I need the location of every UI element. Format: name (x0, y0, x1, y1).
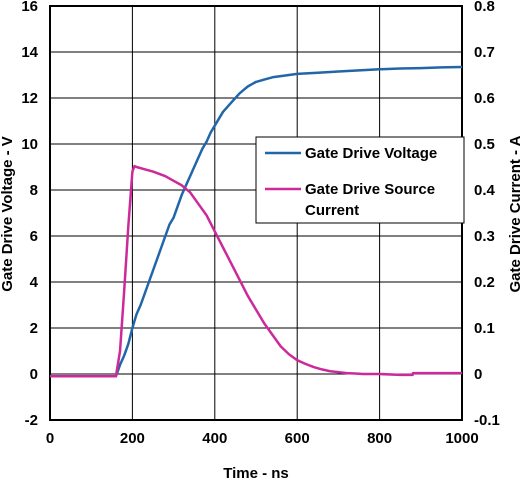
y-right-tick-label: 0 (474, 366, 482, 383)
y-left-tick-label: 12 (21, 90, 38, 107)
y-right-tick-label: 0.8 (474, 0, 495, 15)
legend-label-gate-drive-source-current: Gate Drive Source Current (305, 181, 439, 219)
y-right-tick-label: 0.7 (474, 44, 495, 61)
legend-box (255, 136, 465, 224)
x-tick-label: 600 (285, 430, 310, 447)
x-tick-label: 0 (46, 430, 54, 447)
y-right-tick-label: 0.1 (474, 320, 495, 337)
y-left-tick-labels: -2 0 2 4 6 8 10 12 14 16 (21, 0, 38, 429)
x-tick-label: 1000 (445, 430, 478, 447)
series-layer (50, 65, 463, 378)
y-right-tick-label: -0.1 (474, 412, 500, 429)
y-right-tick-labels: -0.1 0 0.1 0.2 0.3 0.4 0.5 0.6 0.7 0.8 (474, 0, 500, 429)
y-left-tick-label: 0 (30, 366, 38, 383)
y-right-tick-label: 0.2 (474, 274, 495, 291)
x-tick-label: 400 (202, 430, 227, 447)
legend-label-line: Gate Drive Source (305, 181, 435, 198)
y-left-tick-label: 4 (30, 274, 39, 291)
y-right-axis-title: Gate Drive Current - A (507, 135, 524, 292)
y-right-tick-label: 0.6 (474, 90, 495, 107)
x-tick-label: 200 (120, 430, 145, 447)
x-tick-labels: 0 200 400 600 800 1000 (46, 430, 479, 447)
legend-label-gate-drive-voltage: Gate Drive Voltage (305, 145, 437, 162)
y-left-tick-label: 8 (30, 182, 38, 199)
y-right-tick-label: 0.5 (474, 136, 495, 153)
series-line-gate-drive-voltage (50, 65, 463, 378)
y-right-tick-label: 0.4 (474, 182, 496, 199)
y-left-tick-label: 2 (30, 320, 38, 337)
y-left-tick-label: 6 (30, 228, 38, 245)
series-line-gate-drive-source-current (50, 164, 462, 378)
y-left-tick-label: 14 (21, 44, 38, 61)
y-left-tick-label: -2 (25, 412, 38, 429)
y-left-tick-label: 10 (21, 136, 38, 153)
x-tick-label: 800 (367, 430, 392, 447)
y-right-tick-label: 0.3 (474, 228, 495, 245)
x-axis-title: Time - ns (223, 465, 289, 481)
legend-label-line: Current (305, 202, 359, 219)
y-left-tick-label: 16 (21, 0, 38, 15)
y-left-axis-title: Gate Drive Voltage - V (0, 136, 16, 292)
legend: Gate Drive Voltage Gate Drive Source Cur… (255, 136, 465, 224)
